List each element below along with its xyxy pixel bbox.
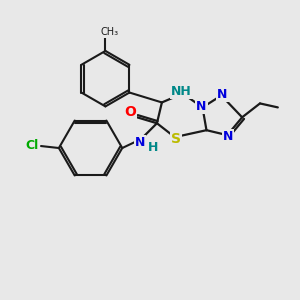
Text: N: N [223,130,233,142]
Text: O: O [124,105,136,119]
Text: N: N [217,88,227,101]
Text: NH: NH [171,85,192,98]
Text: Cl: Cl [26,139,39,152]
Text: CH₃: CH₃ [100,27,118,37]
Text: H: H [148,140,158,154]
Text: N: N [196,100,207,113]
Text: N: N [135,136,145,148]
Text: S: S [171,132,181,146]
